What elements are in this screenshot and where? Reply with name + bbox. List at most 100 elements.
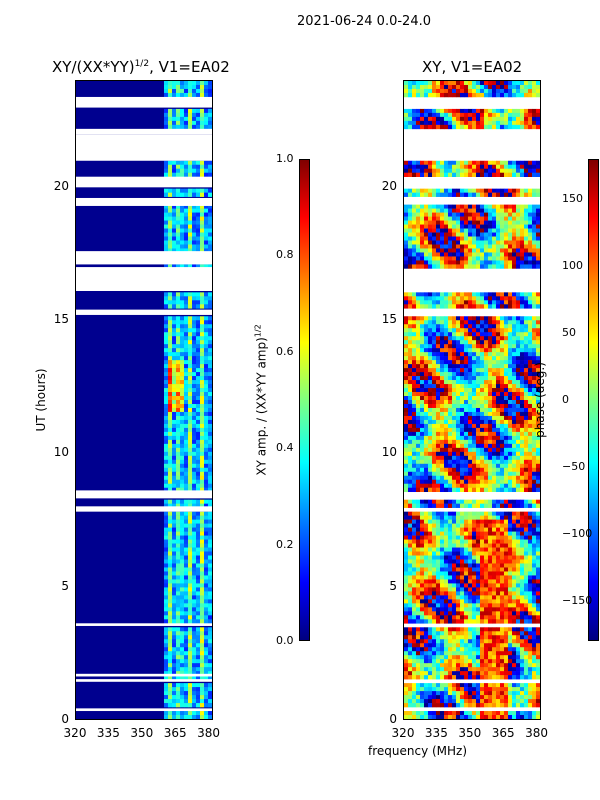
heatmap-cell [420,471,425,477]
heatmap-cell [180,619,185,624]
heatmap-cell [492,519,497,524]
heatmap-cell [164,551,169,556]
heatmap-cell [420,88,425,94]
heatmap-cell [516,296,521,301]
heatmap-cell [436,260,441,265]
heatmap-cell [484,583,489,588]
heatmap-cell [456,292,461,297]
heatmap-cell [184,475,189,481]
heatmap-cell [180,160,185,166]
heatmap-cell [168,415,173,421]
heatmap-cell [176,687,181,692]
heatmap-cell [444,575,449,580]
phase-heatmap[interactable] [403,80,541,720]
heatmap-cell [488,120,493,126]
heatmap-cell [532,423,537,429]
heatmap-cell [208,575,212,580]
heatmap-cell [456,256,461,261]
heatmap-cell [184,439,189,445]
heatmap-cell [480,531,485,536]
heatmap-cell [516,356,521,361]
heatmap-cell [432,455,437,461]
heatmap-cell [472,451,477,457]
heatmap-cell [492,515,497,520]
heatmap-cell [488,583,493,588]
heatmap-cell [164,499,169,504]
heatmap-cell [496,423,501,429]
heatmap-cell [524,360,529,365]
heatmap-cell [416,348,421,353]
heatmap-cell [500,240,505,245]
heatmap-cell [528,84,533,90]
heatmap-cell [412,396,417,401]
heatmap-cell [504,368,509,373]
heatmap-cell [204,655,209,660]
heatmap-cell [428,216,433,221]
heatmap-cell [476,236,481,241]
heatmap-cell [472,336,477,341]
heatmap-cell [500,447,505,453]
heatmap-cell [476,511,481,516]
heatmap-cell [172,547,177,552]
heatmap-cell [476,455,481,461]
heatmap-cell [536,204,540,209]
heatmap-cell [188,615,193,620]
heatmap-cell [200,392,205,397]
heatmap-cell [480,467,485,473]
heatmap-cell [416,447,421,453]
heatmap-cell [412,360,417,365]
heatmap-cell [492,487,497,493]
heatmap-cell [504,160,509,166]
heatmap-cell [472,372,477,377]
heatmap-cell [452,300,457,305]
heatmap-cell [464,423,469,429]
heatmap-cell [168,579,173,584]
heatmap-cell [500,236,505,241]
heatmap-cell [440,264,445,269]
heatmap-cell [468,172,473,177]
heatmap-cell [420,511,425,516]
heatmap-cell [172,188,177,193]
heatmap-cell [416,388,421,393]
heatmap-cell [484,232,489,237]
heatmap-cell [444,252,449,257]
heatmap-cell [504,571,509,576]
heatmap-cell [424,575,429,580]
heatmap-cell [476,248,481,253]
heatmap-cell [452,164,457,170]
heatmap-cell [196,599,201,604]
heatmap-cell [444,403,449,409]
heatmap-cell [428,332,433,337]
heatmap-cell [432,439,437,445]
heatmap-cell [424,451,429,457]
heatmap-cell [492,112,497,118]
heatmap-cell [208,487,212,493]
heatmap-cell [480,340,485,345]
heatmap-cell [404,360,409,365]
heatmap-cell [436,192,441,197]
heatmap-cell [196,671,201,676]
heatmap-cell [200,292,205,297]
heatmap-cell [192,392,197,397]
heatmap-cell [444,479,449,485]
heatmap-cell [184,352,189,357]
heatmap-cell [176,84,181,90]
heatmap-cell [172,415,177,421]
heatmap-cell [416,188,421,193]
heatmap-cell [520,244,525,249]
heatmap-cell [476,503,481,508]
heatmap-cell [412,332,417,337]
heatmap-cell [164,220,169,225]
amp-heatmap[interactable] [75,80,213,720]
heatmap-cell [420,164,425,170]
heatmap-cell [464,160,469,166]
heatmap-cell [188,400,193,405]
heatmap-cell [516,384,521,389]
heatmap-cell [192,511,197,516]
heatmap-cell [444,407,449,413]
heatmap-cell [408,567,413,572]
heatmap-cell [484,108,489,114]
heatmap-cell [176,304,181,309]
heatmap-cell [428,372,433,377]
heatmap-cell [508,475,513,481]
